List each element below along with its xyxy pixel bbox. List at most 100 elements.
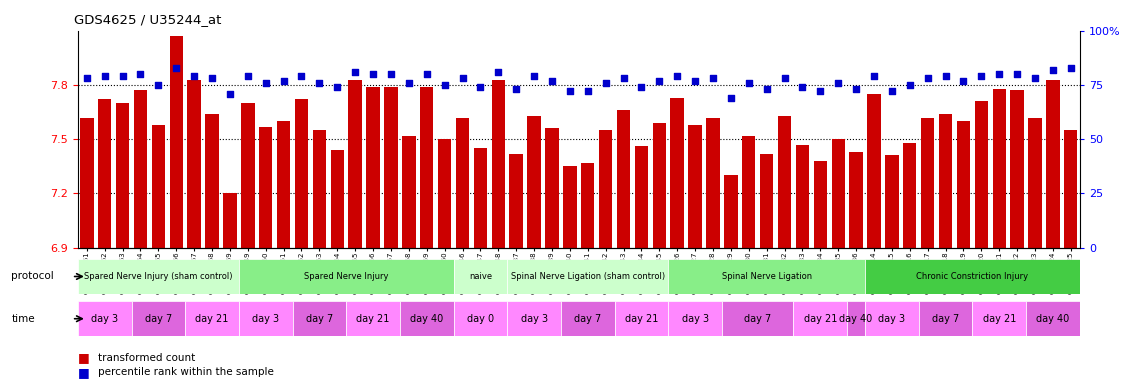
- Text: day 40: day 40: [410, 314, 443, 324]
- Bar: [581, 163, 594, 248]
- Bar: [1064, 130, 1077, 248]
- Point: [668, 73, 686, 79]
- Point: [650, 78, 669, 84]
- Bar: [507, 259, 669, 294]
- Bar: [491, 79, 505, 248]
- Text: day 3: day 3: [681, 314, 709, 324]
- Point: [132, 71, 150, 77]
- Bar: [545, 128, 559, 248]
- Point: [578, 88, 597, 94]
- Bar: [903, 143, 916, 248]
- Bar: [993, 89, 1006, 248]
- Point: [400, 80, 418, 86]
- Point: [901, 82, 919, 88]
- Point: [775, 75, 793, 81]
- Text: day 21: day 21: [982, 314, 1016, 324]
- Text: day 7: day 7: [144, 314, 172, 324]
- Point: [793, 84, 812, 90]
- Text: day 3: day 3: [252, 314, 279, 324]
- Bar: [793, 301, 847, 336]
- Point: [185, 73, 204, 79]
- Point: [740, 80, 758, 86]
- Point: [811, 88, 829, 94]
- Bar: [134, 90, 148, 248]
- Bar: [277, 121, 291, 248]
- Text: Spared Nerve Injury: Spared Nerve Injury: [303, 272, 388, 281]
- Bar: [474, 148, 487, 248]
- Bar: [188, 79, 200, 248]
- Bar: [831, 139, 845, 248]
- Point: [686, 78, 704, 84]
- Point: [524, 73, 543, 79]
- Point: [435, 82, 453, 88]
- Bar: [400, 301, 453, 336]
- Point: [95, 73, 113, 79]
- Point: [113, 73, 132, 79]
- Bar: [974, 101, 988, 248]
- Point: [489, 69, 507, 75]
- Point: [632, 84, 650, 90]
- Bar: [1047, 79, 1059, 248]
- Point: [418, 71, 436, 77]
- Bar: [510, 154, 523, 248]
- Bar: [242, 103, 254, 248]
- Text: day 3: day 3: [92, 314, 118, 324]
- Bar: [239, 301, 293, 336]
- Bar: [528, 116, 540, 248]
- Bar: [507, 301, 561, 336]
- Point: [561, 88, 579, 94]
- Bar: [420, 87, 434, 248]
- Bar: [653, 123, 666, 248]
- Point: [937, 73, 955, 79]
- Text: day 40: day 40: [839, 314, 872, 324]
- Bar: [185, 301, 239, 336]
- Bar: [760, 154, 773, 248]
- Bar: [939, 114, 953, 248]
- Point: [883, 88, 901, 94]
- Bar: [78, 301, 132, 336]
- Text: day 21: day 21: [196, 314, 229, 324]
- Bar: [706, 118, 720, 248]
- Bar: [563, 166, 577, 248]
- Point: [615, 75, 633, 81]
- Text: naive: naive: [468, 272, 492, 281]
- Bar: [294, 99, 308, 248]
- Bar: [132, 301, 185, 336]
- Bar: [385, 87, 397, 248]
- Point: [78, 75, 96, 81]
- Bar: [293, 301, 346, 336]
- Bar: [796, 145, 810, 248]
- Bar: [777, 116, 791, 248]
- Text: ■: ■: [78, 351, 89, 364]
- Text: day 7: day 7: [744, 314, 772, 324]
- Bar: [615, 301, 669, 336]
- Bar: [78, 259, 239, 294]
- Bar: [437, 139, 451, 248]
- Point: [507, 86, 526, 93]
- Bar: [1026, 301, 1080, 336]
- Text: day 21: day 21: [625, 314, 658, 324]
- Bar: [239, 259, 453, 294]
- Bar: [259, 127, 273, 248]
- Bar: [456, 118, 469, 248]
- Bar: [151, 125, 165, 248]
- Text: day 0: day 0: [467, 314, 493, 324]
- Point: [203, 75, 221, 81]
- Point: [275, 78, 293, 84]
- Text: day 7: day 7: [932, 314, 960, 324]
- Bar: [850, 152, 863, 248]
- Bar: [688, 125, 702, 248]
- Point: [918, 75, 937, 81]
- Bar: [116, 103, 129, 248]
- Text: day 7: day 7: [574, 314, 601, 324]
- Point: [381, 71, 400, 77]
- Bar: [80, 118, 94, 248]
- Point: [1044, 67, 1063, 73]
- Text: ■: ■: [78, 366, 89, 379]
- Bar: [1028, 118, 1042, 248]
- Point: [453, 75, 472, 81]
- Text: GDS4625 / U35244_at: GDS4625 / U35244_at: [74, 13, 222, 26]
- Bar: [348, 79, 362, 248]
- Point: [758, 86, 776, 93]
- Point: [829, 80, 847, 86]
